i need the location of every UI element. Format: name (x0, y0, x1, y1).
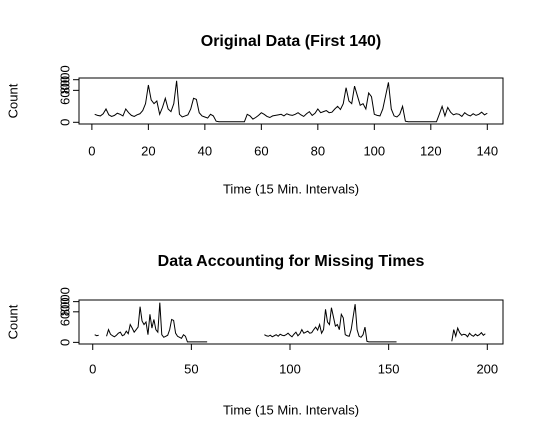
x-tick-label: 0 (88, 143, 95, 158)
x-axis-label: Time (15 Min. Intervals) (223, 402, 359, 417)
x-tick-label: 0 (89, 361, 96, 376)
x-tick-label: 60 (254, 143, 268, 158)
chart-title: Data Accounting for Missing Times (158, 253, 425, 270)
plot-box (78, 77, 504, 125)
x-tick-label: 50 (184, 361, 198, 376)
x-tick-label: 80 (311, 143, 325, 158)
y-tick-label: 8000 (57, 287, 72, 316)
x-tick-label: 120 (420, 143, 442, 158)
x-tick-label: 100 (279, 361, 301, 376)
y-axis-label: Count (5, 83, 20, 118)
y-tick-label: 0 (57, 119, 72, 126)
plot-box (78, 299, 504, 345)
y-tick-label: 8000 (57, 65, 72, 94)
y-tick-label: 0 (57, 339, 72, 346)
data-line (94, 80, 488, 123)
x-tick-label: 150 (378, 361, 400, 376)
x-tick-label: 200 (476, 361, 498, 376)
y-tick-label: 6000 (57, 297, 72, 326)
x-tick-label: 20 (141, 143, 155, 158)
x-tick-label: 40 (198, 143, 212, 158)
x-tick-label: 100 (363, 143, 385, 158)
y-axis-label: Count (5, 304, 20, 339)
y-tick-label: 6000 (57, 76, 72, 105)
data-line (94, 302, 486, 343)
chart-title: Original Data (First 140) (201, 33, 382, 50)
x-tick-label: 140 (476, 143, 498, 158)
x-axis-label: Time (15 Min. Intervals) (223, 181, 359, 196)
